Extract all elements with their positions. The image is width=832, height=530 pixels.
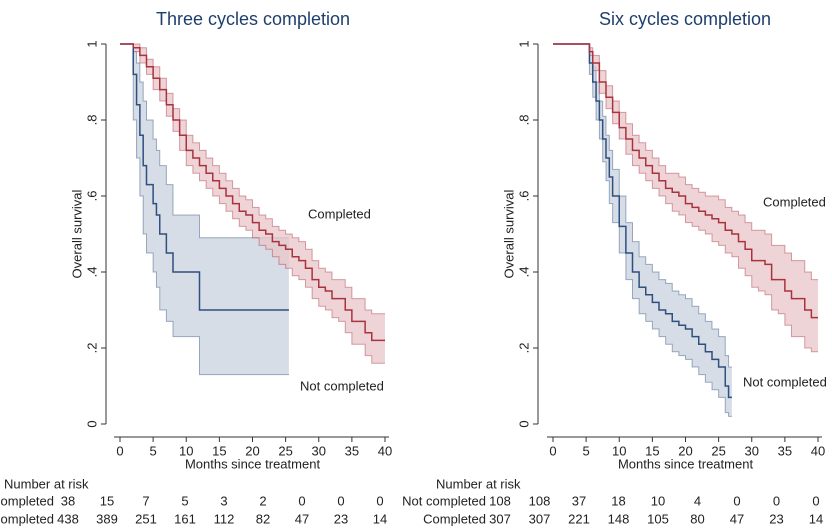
risk-count: 0 xyxy=(773,493,780,508)
x-tick-label: 25 xyxy=(711,443,725,458)
risk-count: 389 xyxy=(96,511,118,526)
y-axis-label: Overall survival xyxy=(501,189,516,278)
risk-count: 108 xyxy=(529,493,551,508)
ci-upper xyxy=(120,43,385,315)
ci-upper xyxy=(553,43,818,281)
y-tick-label: 0 xyxy=(84,420,99,427)
series-label: Completed xyxy=(763,194,826,209)
x-tick-label: 35 xyxy=(778,443,792,458)
risk-count: 3 xyxy=(220,493,227,508)
risk-count: 0 xyxy=(298,493,305,508)
survival-curve xyxy=(120,43,385,342)
risk-row-label: Completed xyxy=(0,511,54,526)
survival-curve xyxy=(120,43,289,311)
risk-count: 251 xyxy=(135,511,157,526)
risk-count: 0 xyxy=(812,493,819,508)
risk-count: 108 xyxy=(489,493,511,508)
x-tick-label: 40 xyxy=(378,443,392,458)
risk-count: 105 xyxy=(647,511,669,526)
y-tick-label: 0 xyxy=(516,420,531,427)
risk-table-title: Number at risk xyxy=(4,476,89,491)
y-tick-label: .6 xyxy=(84,191,99,202)
x-tick-label: 35 xyxy=(345,443,359,458)
x-tick-label: 5 xyxy=(583,443,590,458)
x-axis-label: Months since treatment xyxy=(618,456,754,471)
risk-count: 148 xyxy=(608,511,630,526)
risk-count: 112 xyxy=(214,511,235,526)
series-label: Completed xyxy=(308,206,371,221)
chart-title: Six cycles completion xyxy=(599,9,771,29)
risk-count: 14 xyxy=(373,511,387,526)
risk-count: 0 xyxy=(376,493,383,508)
survival-curve xyxy=(553,43,732,399)
risk-count: 4 xyxy=(694,493,701,508)
risk-count: 5 xyxy=(181,493,188,508)
y-tick-label: .2 xyxy=(84,343,99,354)
ci-band xyxy=(553,44,732,417)
ci-lower xyxy=(553,43,732,417)
x-tick-label: 30 xyxy=(312,443,326,458)
risk-count: 23 xyxy=(769,511,783,526)
chart-title: Three cycles completion xyxy=(156,9,350,29)
x-axis-label: Months since treatment xyxy=(185,456,321,471)
series-label: Not completed xyxy=(300,378,384,393)
risk-row-label: Not completed xyxy=(402,493,486,508)
survival-curve xyxy=(553,43,818,319)
risk-row-label: Completed xyxy=(423,511,486,526)
risk-count: 0 xyxy=(733,493,740,508)
y-tick-label: .8 xyxy=(84,115,99,126)
x-tick-label: 30 xyxy=(745,443,759,458)
risk-count: 2 xyxy=(259,493,266,508)
risk-count: 47 xyxy=(295,511,309,526)
x-tick-label: 0 xyxy=(549,443,556,458)
risk-count: 0 xyxy=(337,493,344,508)
risk-count: 14 xyxy=(809,511,823,526)
risk-count: 438 xyxy=(57,511,79,526)
x-tick-label: 10 xyxy=(612,443,626,458)
ci-upper xyxy=(120,43,289,239)
x-tick-label: 10 xyxy=(179,443,193,458)
risk-count: 307 xyxy=(489,511,511,526)
y-axis-label: Overall survival xyxy=(69,189,84,278)
x-tick-label: 20 xyxy=(245,443,259,458)
risk-count: 82 xyxy=(256,511,270,526)
risk-count: 10 xyxy=(651,493,665,508)
x-tick-label: 5 xyxy=(150,443,157,458)
y-tick-label: .4 xyxy=(516,267,531,278)
x-tick-label: 15 xyxy=(212,443,226,458)
risk-row-label: Not completed xyxy=(0,493,54,508)
series-label: Not completed xyxy=(743,374,827,389)
y-tick-label: .6 xyxy=(516,191,531,202)
risk-count: 18 xyxy=(611,493,625,508)
ci-lower xyxy=(553,43,818,353)
x-tick-label: 25 xyxy=(278,443,292,458)
x-tick-label: 15 xyxy=(645,443,659,458)
y-tick-label: 1 xyxy=(84,40,99,47)
risk-count: 23 xyxy=(334,511,348,526)
ci-lower xyxy=(120,43,289,376)
risk-count: 47 xyxy=(730,511,744,526)
ci-lower xyxy=(120,43,385,364)
risk-count: 221 xyxy=(568,511,590,526)
y-tick-label: .4 xyxy=(84,267,99,278)
x-tick-label: 0 xyxy=(116,443,123,458)
risk-count: 307 xyxy=(529,511,551,526)
risk-table-title: Number at risk xyxy=(436,476,521,491)
risk-count: 80 xyxy=(690,511,704,526)
x-tick-label: 40 xyxy=(811,443,825,458)
y-tick-label: .2 xyxy=(516,343,531,354)
x-tick-label: 20 xyxy=(678,443,692,458)
risk-count: 161 xyxy=(174,511,196,526)
risk-count: 38 xyxy=(61,493,75,508)
ci-band xyxy=(120,44,289,375)
risk-count: 7 xyxy=(142,493,149,508)
y-tick-label: 1 xyxy=(516,40,531,47)
risk-count: 15 xyxy=(100,493,114,508)
y-tick-label: .8 xyxy=(516,115,531,126)
risk-count: 37 xyxy=(572,493,586,508)
